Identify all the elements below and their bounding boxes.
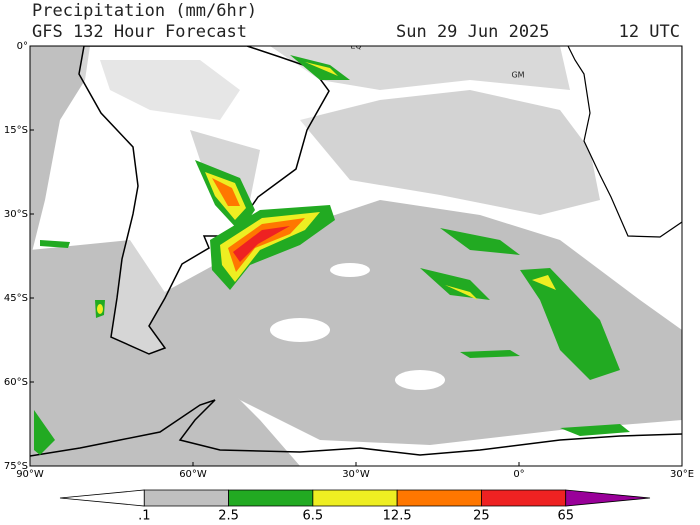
time: 12 UTC [619, 22, 680, 42]
lon-label: 0° [513, 469, 524, 480]
meridian-label: GM [511, 71, 524, 80]
colorbar-label: 25 [473, 509, 490, 524]
date: Sun 29 Jun 2025 [396, 22, 550, 42]
title: Precipitation (mm/6hr) [32, 1, 257, 21]
colorbar-label: 12.5 [383, 509, 412, 524]
map-area: EQ GM [30, 42, 682, 466]
lat-label: 0° [17, 41, 28, 52]
axis-labels: 0° 15°S 30°S 45°S 60°S 75°S90°W 60°W 30°W 0° 30°E [4, 41, 694, 480]
colorbar-segment [312, 489, 398, 507]
lon-label: 90°W [16, 469, 44, 480]
colorbar-label: .1 [138, 509, 150, 524]
colorbar-segment [481, 489, 567, 507]
equator-label: EQ [350, 42, 361, 51]
colorbar-segment [59, 489, 145, 507]
colorbar: .1 2.5 6.5 12.5 25 65 [59, 489, 651, 524]
lat-label: 75°S [4, 461, 28, 472]
colorbar-label: 2.5 [218, 509, 239, 524]
lat-label: 30°S [4, 209, 28, 220]
lon-label: 60°W [179, 469, 207, 480]
lat-label: 60°S [4, 377, 28, 388]
colorbar-segment [228, 489, 314, 507]
lon-label: 30°W [342, 469, 370, 480]
lat-label: 15°S [4, 125, 28, 136]
colorbar-segment [396, 489, 482, 507]
subtitle: GFS 132 Hour Forecast [32, 22, 247, 42]
colorbar-label: 6.5 [303, 509, 324, 524]
lon-label: 30°E [670, 469, 694, 480]
colorbar-segment [143, 489, 229, 507]
lat-label: 45°S [4, 293, 28, 304]
colorbar-segment [565, 489, 651, 507]
colorbar-label: 65 [557, 509, 574, 524]
